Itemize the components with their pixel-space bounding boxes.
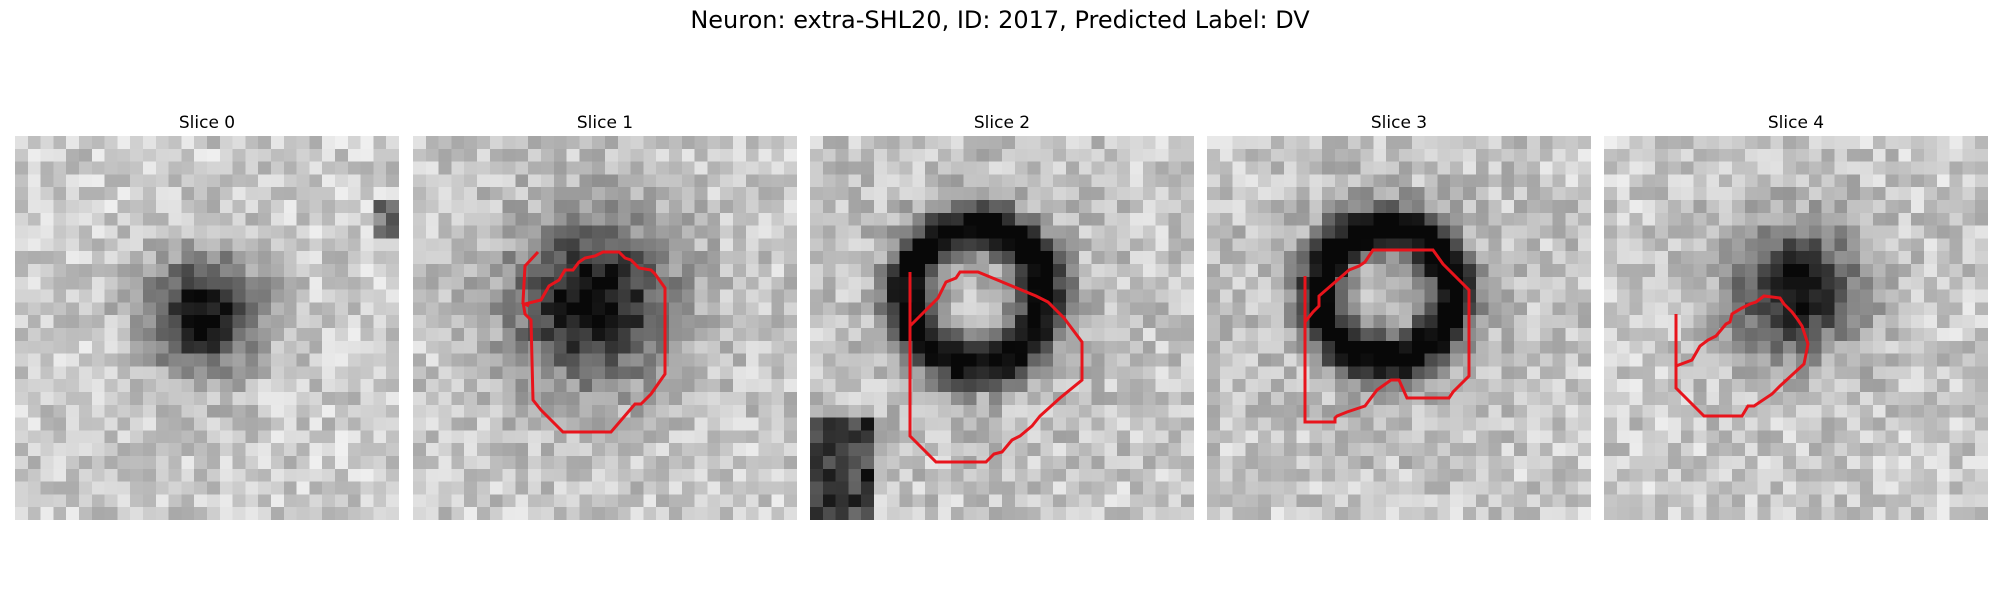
slice-panel-2: Slice 2 xyxy=(810,112,1194,520)
slice-image-4 xyxy=(1604,136,1988,520)
slice-image-1 xyxy=(413,136,797,520)
roi-contour-4 xyxy=(1674,294,1810,418)
slice-panel-4: Slice 4 xyxy=(1604,112,1988,520)
slice-panel-3: Slice 3 xyxy=(1207,112,1591,520)
roi-contour-line-3 xyxy=(1303,248,1471,424)
roi-contour-line-2 xyxy=(908,270,1084,464)
roi-contour-3 xyxy=(1303,248,1471,424)
slice-panel-0: Slice 0 xyxy=(15,112,399,520)
roi-contour-1 xyxy=(520,250,667,434)
figure-title: Neuron: extra-SHL20, ID: 2017, Predicted… xyxy=(690,6,1310,34)
roi-contour-line-4 xyxy=(1674,294,1810,418)
slice-title-4: Slice 4 xyxy=(1767,113,1825,133)
slice-panel-1: Slice 1 xyxy=(413,112,797,520)
slice-title-1: Slice 1 xyxy=(576,113,634,133)
slice-image-0 xyxy=(15,136,399,520)
slice-image-2 xyxy=(810,136,1194,520)
roi-contour-line-1 xyxy=(520,250,667,434)
roi-contour-2 xyxy=(908,270,1084,464)
slice-title-3: Slice 3 xyxy=(1370,113,1428,133)
slice-title-0: Slice 0 xyxy=(178,113,236,133)
slice-title-2: Slice 2 xyxy=(973,113,1031,133)
slice-image-3 xyxy=(1207,136,1591,520)
